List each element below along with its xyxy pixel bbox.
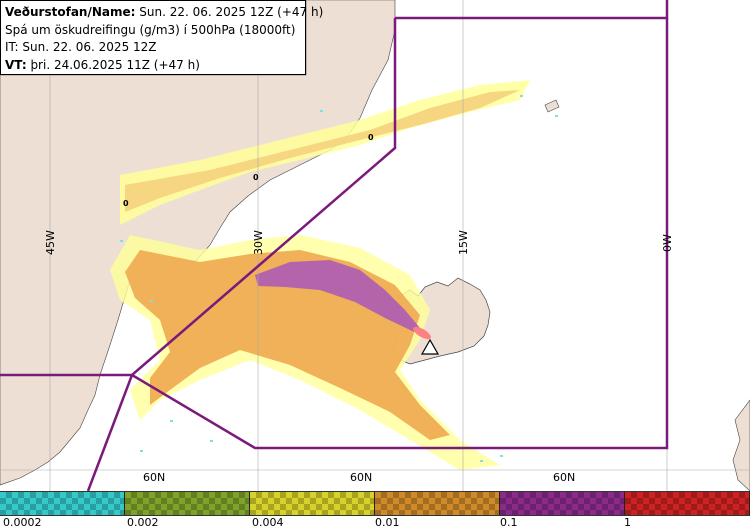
issuer-line: Veðurstofan/Name: Sun. 22. 06. 2025 12Z … bbox=[5, 4, 323, 22]
legend-label: 0.01 bbox=[375, 516, 400, 529]
contour-label: 0 bbox=[253, 173, 259, 182]
volcano-triangle-icon bbox=[420, 338, 440, 355]
legend-swatch-purple bbox=[500, 492, 625, 515]
ash-plume-purple-core bbox=[255, 260, 428, 338]
initial-time: IT: Sun. 22. 06. 2025 12Z bbox=[5, 40, 157, 54]
legend-label: 0.004 bbox=[252, 516, 284, 529]
lon-label-0w: 0W bbox=[661, 234, 674, 252]
legend-label: 0.0002 bbox=[3, 516, 42, 529]
lon-label-30w: 30W bbox=[252, 230, 265, 255]
issuer-value: Sun. 22. 06. 2025 12Z (+47 h) bbox=[135, 5, 324, 19]
ash-plume-band-yellow bbox=[125, 90, 520, 212]
contour-label: 0 bbox=[368, 133, 374, 142]
valid-time-value: þri. 24.06.2025 11Z (+47 h) bbox=[26, 57, 200, 72]
lat-label-60n-center: 60N bbox=[350, 471, 373, 484]
contour-label: 0 bbox=[123, 199, 129, 208]
legend-swatch-olive bbox=[125, 492, 250, 515]
legend-swatch-cyan bbox=[0, 492, 125, 515]
forecast-description: Spá um öskudreifingu (g/m3) í 500hPa (18… bbox=[5, 22, 296, 37]
legend-swatch-yellow bbox=[250, 492, 375, 515]
ash-trace-specks bbox=[120, 95, 558, 462]
small-island bbox=[544, 99, 560, 113]
legend-swatch-red bbox=[625, 492, 750, 515]
lon-label-45w: 45W bbox=[44, 230, 57, 255]
lon-label-15w: 15W bbox=[457, 230, 470, 255]
lat-label-60n-east: 60N bbox=[553, 471, 576, 484]
legend-label: 0.1 bbox=[500, 516, 518, 529]
fir-boundary bbox=[0, 0, 669, 492]
legend-color-bar bbox=[0, 491, 750, 516]
issuer-label: Veðurstofan/Name: bbox=[5, 5, 136, 19]
scandinavia-coast bbox=[732, 399, 750, 492]
lat-label-60n-west: 60N bbox=[143, 471, 166, 484]
forecast-info-box: Veðurstofan/Name: Sun. 22. 06. 2025 12Z … bbox=[0, 0, 323, 75]
concentration-legend: 0.0002 0.002 0.004 0.01 0.1 1 bbox=[0, 491, 750, 532]
legend-label: 0.002 bbox=[127, 516, 159, 529]
ash-source-red bbox=[413, 326, 431, 340]
legend-label: 1 bbox=[624, 516, 631, 529]
legend-swatch-orange bbox=[375, 492, 500, 515]
valid-time-label: VT: bbox=[5, 57, 27, 72]
valid-time-line: VT: þri. 24.06.2025 11Z (+47 h) bbox=[5, 57, 301, 75]
